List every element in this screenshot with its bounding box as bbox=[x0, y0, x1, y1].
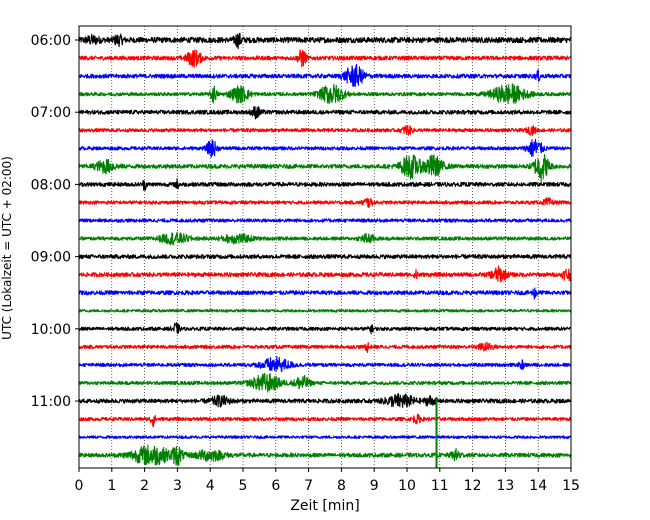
trace-row-0745 bbox=[78, 154, 572, 182]
x-tick-label: 8 bbox=[337, 478, 346, 494]
trace-row-0830 bbox=[78, 218, 572, 223]
plot-frame bbox=[78, 25, 572, 469]
x-tick-label: 9 bbox=[370, 478, 379, 494]
y-tick-label: 09:00 bbox=[31, 250, 71, 266]
x-tick-label: 5 bbox=[239, 478, 248, 494]
y-tick-label: 07:00 bbox=[31, 105, 71, 121]
trace-row-1030 bbox=[78, 355, 572, 373]
x-axis-label: Zeit [min] bbox=[290, 498, 359, 514]
trace-row-0715 bbox=[78, 125, 572, 136]
trace-row-0845 bbox=[78, 231, 572, 246]
x-tick-label: 2 bbox=[140, 478, 149, 494]
trace-row-0615 bbox=[78, 49, 572, 68]
x-tick-label: 7 bbox=[304, 478, 313, 494]
x-tick-label: 6 bbox=[271, 478, 280, 494]
trace-row-1045 bbox=[78, 372, 572, 393]
x-tick-label: 12 bbox=[464, 478, 482, 494]
tick-layer: 0 1 2 3 4 5 6 7 8 9 10 11 12 13 14 1506:0007:0008:0009:… bbox=[31, 33, 580, 494]
x-tick-label: 13 bbox=[496, 478, 514, 494]
x-tick-label: 0 bbox=[75, 478, 84, 494]
trace-row-0915 bbox=[78, 265, 572, 283]
y-tick-label: 06:00 bbox=[31, 33, 71, 49]
trace-row-1000 bbox=[78, 321, 572, 335]
x-tick-label: 15 bbox=[562, 478, 580, 494]
trace-row-0930 bbox=[78, 287, 572, 300]
trace-row-0900 bbox=[78, 254, 572, 260]
y-tick-label: 11:00 bbox=[31, 394, 71, 410]
x-tick-label: 3 bbox=[173, 478, 182, 494]
trace-row-0815 bbox=[78, 197, 572, 208]
x-tick-label: 14 bbox=[529, 478, 547, 494]
trace-row-0945 bbox=[78, 308, 572, 313]
trace-row-1015 bbox=[78, 341, 572, 354]
y-axis-label: UTC (Lokalzeit = UTC + 02:00) bbox=[0, 156, 14, 340]
x-tick-label: 4 bbox=[206, 478, 215, 494]
y-tick-label: 08:00 bbox=[31, 177, 71, 193]
trace-row-0600 bbox=[78, 32, 572, 50]
x-tick-label: 11 bbox=[431, 478, 449, 494]
trace-row-0630 bbox=[78, 63, 572, 88]
trace-row-1130 bbox=[78, 435, 572, 440]
trace-row-1100 bbox=[78, 393, 572, 408]
trace-layer bbox=[78, 32, 572, 468]
trace-row-0645 bbox=[78, 83, 572, 105]
trace-row-0800 bbox=[78, 178, 572, 191]
x-tick-label: 1 bbox=[107, 478, 116, 494]
x-tick-label: 10 bbox=[398, 478, 416, 494]
trace-row-0730 bbox=[78, 138, 572, 158]
trace-row-1145 bbox=[78, 444, 572, 467]
trace-row-0700 bbox=[78, 106, 572, 120]
y-tick-label: 10:00 bbox=[31, 322, 71, 338]
trace-row-1115 bbox=[78, 413, 572, 428]
